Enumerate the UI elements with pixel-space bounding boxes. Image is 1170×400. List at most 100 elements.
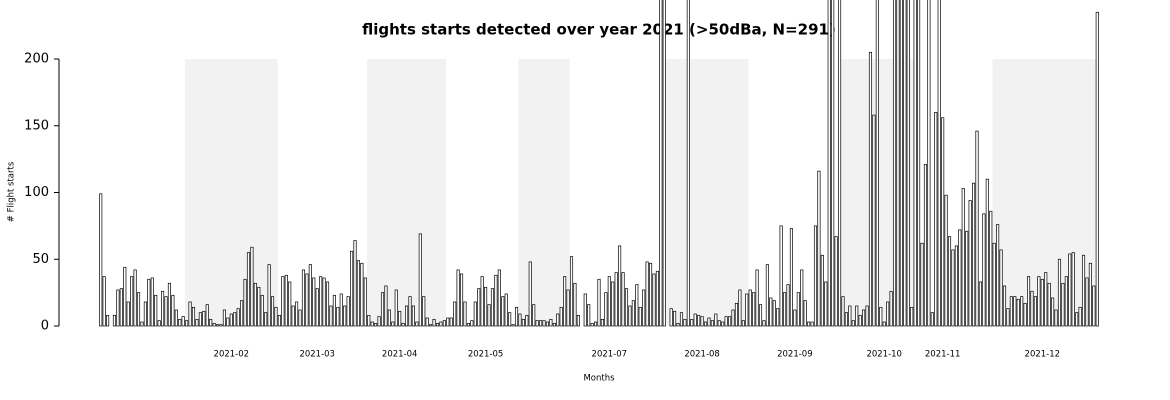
bar [1040, 278, 1044, 327]
bar [1057, 258, 1062, 327]
bar [1051, 297, 1055, 327]
bar [301, 269, 306, 327]
bar [635, 284, 639, 327]
bar [325, 281, 330, 327]
bar [563, 276, 567, 327]
bar [655, 270, 659, 327]
bar [545, 321, 550, 327]
bar [1071, 252, 1075, 327]
bar [133, 269, 137, 327]
bar [889, 290, 893, 327]
bar [628, 305, 632, 327]
bar [683, 318, 687, 327]
bar [264, 312, 268, 327]
bar [312, 277, 316, 327]
bar [291, 305, 295, 327]
x-tick-label: 2021-04 [382, 350, 418, 360]
bar [308, 264, 312, 327]
bar [587, 304, 591, 327]
bar [831, 0, 835, 327]
bar [174, 309, 178, 327]
bar [886, 301, 890, 327]
bar [882, 321, 886, 327]
bar [573, 282, 577, 327]
bar [339, 293, 343, 327]
bar [848, 305, 852, 327]
bar [645, 261, 649, 327]
bar [542, 320, 546, 327]
bar [789, 228, 793, 327]
bar [353, 240, 357, 327]
bar [611, 281, 615, 327]
bar [745, 293, 749, 327]
bar [817, 170, 821, 327]
bar [693, 313, 697, 327]
bar [281, 276, 285, 327]
bar [377, 316, 381, 327]
bar [927, 0, 931, 327]
bar [391, 321, 395, 327]
bar [463, 301, 467, 327]
bar [776, 308, 780, 327]
bar [738, 289, 742, 327]
bar [717, 320, 721, 327]
bar [243, 278, 247, 327]
y-tick-label: 50 [32, 252, 49, 267]
bar [171, 294, 175, 327]
bar [875, 0, 879, 327]
bar [470, 320, 474, 327]
bar [1044, 272, 1048, 327]
bar [336, 306, 340, 327]
bar [604, 292, 608, 327]
bar [267, 264, 271, 327]
y-tick-label: 0 [41, 319, 49, 334]
bar [851, 320, 855, 327]
bar [614, 272, 618, 327]
bar [473, 301, 477, 327]
bar [435, 322, 440, 327]
bar [521, 318, 525, 327]
bar [978, 281, 982, 327]
bar [484, 286, 488, 327]
bar [181, 316, 185, 327]
bar [161, 290, 165, 327]
bar [535, 320, 539, 327]
bar [453, 301, 457, 327]
bar [1037, 276, 1041, 327]
bar [253, 282, 257, 327]
bar [459, 273, 464, 327]
bar [487, 304, 491, 327]
bar [442, 320, 446, 327]
bar [607, 276, 611, 327]
bar [844, 312, 848, 327]
bar [387, 309, 391, 327]
bar [855, 305, 859, 327]
bar [260, 294, 264, 327]
bar [411, 305, 415, 327]
bar [982, 213, 986, 327]
bar [697, 314, 701, 327]
bar [380, 292, 385, 327]
bar [996, 224, 1000, 327]
bar [319, 276, 323, 327]
bar [439, 321, 443, 327]
bar [1023, 302, 1027, 327]
bar [934, 112, 938, 327]
bar [511, 324, 515, 327]
month-band [518, 59, 570, 326]
bar [298, 309, 302, 327]
bar [494, 274, 498, 327]
bar [896, 0, 900, 327]
bar [762, 320, 766, 327]
bar [497, 269, 501, 327]
bar [408, 296, 412, 327]
bar [724, 316, 728, 327]
bar [185, 320, 189, 327]
bar [631, 300, 635, 327]
bar [274, 306, 278, 327]
bar [910, 306, 914, 327]
bar [288, 281, 292, 327]
bar [1002, 285, 1007, 327]
bar [209, 318, 213, 327]
bar [167, 282, 171, 327]
